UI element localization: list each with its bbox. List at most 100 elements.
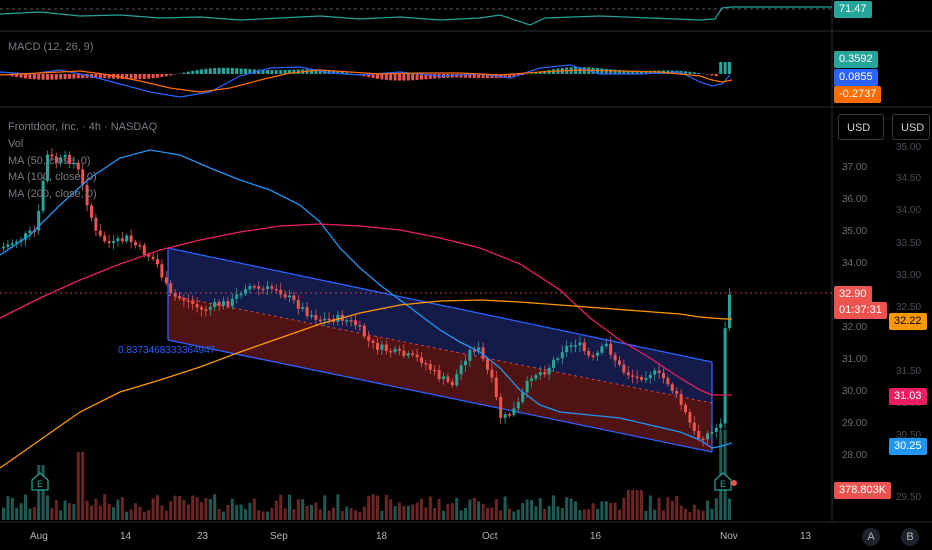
volume-bar	[314, 502, 318, 520]
candle-body	[679, 393, 683, 405]
regression-channel[interactable]	[167, 247, 713, 453]
candle-body	[578, 342, 582, 346]
time-tick: 13	[800, 531, 812, 542]
bar-countdown: 01:37:31	[834, 302, 887, 319]
log-scale-button[interactable]: B	[901, 528, 919, 546]
candle-body	[107, 241, 111, 244]
macd-legend: MACD (12, 26, 9)	[8, 41, 94, 53]
candle-body	[450, 381, 454, 386]
macd-histogram-bar	[371, 74, 375, 79]
volume-bar	[604, 501, 608, 520]
volume-bar	[81, 452, 85, 520]
volume-bar	[156, 495, 159, 520]
volume-bar	[393, 506, 397, 520]
macd-histogram-bar	[613, 69, 617, 74]
volume-bar	[666, 497, 670, 520]
macd-histogram-bar	[288, 69, 291, 74]
macd-histogram-bar	[142, 74, 146, 79]
macd-histogram-bar	[622, 70, 626, 74]
volume-bar	[424, 507, 428, 520]
macd-histogram-bar	[72, 74, 76, 79]
volume-bar	[578, 509, 582, 520]
price-tick-secondary: 30.50	[896, 430, 922, 441]
candle-body	[670, 384, 674, 392]
volume-bar	[499, 510, 503, 520]
volume-bar	[235, 504, 239, 520]
macd-histogram-bar	[50, 74, 54, 80]
candle-body	[314, 315, 318, 320]
macd-histogram-bar	[609, 69, 613, 74]
ma200-legend[interactable]: MA (200, close, 0)	[8, 188, 97, 200]
volume-bar	[552, 495, 555, 520]
macd-signal-line	[0, 69, 733, 93]
volume-bar	[292, 509, 296, 520]
candle-body	[226, 301, 230, 307]
volume-bar	[490, 507, 494, 520]
volume-bar	[653, 509, 657, 520]
candle-body	[455, 374, 459, 386]
currency-select-secondary[interactable]: USD	[892, 114, 930, 140]
candle-body	[6, 244, 10, 247]
volume-bar	[213, 494, 217, 520]
candle-body	[719, 423, 723, 428]
volume-bar	[362, 506, 366, 520]
candle-body	[244, 289, 247, 294]
candle-body	[98, 230, 102, 236]
ma100-legend[interactable]: MA (100, close, 0)	[8, 171, 97, 183]
candle-body	[525, 380, 529, 393]
candle-body	[534, 375, 538, 379]
candle-body	[257, 286, 261, 289]
macd-histogram-bar	[486, 74, 489, 79]
volume-bar	[266, 511, 269, 520]
candle-body	[653, 370, 657, 375]
candle-body	[503, 414, 507, 418]
macd-histogram-bar	[530, 73, 533, 74]
macd-histogram-bar	[226, 67, 230, 74]
earnings-icon[interactable]: E	[31, 472, 49, 491]
candle-body	[530, 378, 533, 381]
time-tick: 23	[197, 531, 209, 542]
vol-legend[interactable]: Vol	[8, 138, 24, 150]
candle-body	[618, 360, 621, 365]
macd-histogram-bar	[107, 74, 111, 79]
symbol-title[interactable]: Frontdoor, Inc. · 4h · NASDAQ	[8, 121, 158, 133]
volume-bar	[701, 510, 705, 520]
auto-scale-button[interactable]: A	[862, 528, 880, 546]
macd-histogram-bar	[169, 74, 173, 76]
candle-body	[37, 210, 41, 231]
volume-bar	[37, 465, 41, 520]
volume-bar	[349, 508, 353, 520]
volume-bar	[376, 495, 379, 520]
earnings-icon[interactable]: E	[714, 472, 732, 491]
price-tick-secondary: 33.50	[896, 238, 922, 249]
macd-histogram-bar	[345, 72, 349, 74]
svg-text:E: E	[37, 479, 43, 489]
ma50-legend[interactable]: MA (50, close, 0)	[8, 155, 91, 167]
macd-histogram-bar	[279, 70, 283, 74]
volume-bar	[591, 503, 595, 520]
candle-body	[437, 370, 441, 379]
candle-body	[151, 256, 155, 260]
candle-body	[90, 205, 93, 218]
macd-histogram-bar	[626, 70, 630, 74]
volume-bar	[530, 500, 533, 520]
volume-bar	[464, 507, 467, 520]
volume-bar	[371, 494, 375, 520]
candle-body	[574, 345, 577, 347]
macd-histogram-bar	[195, 70, 199, 74]
volume-bar	[10, 497, 14, 520]
currency-select[interactable]: USD	[838, 114, 884, 140]
volume-bar	[204, 497, 208, 520]
macd-histogram-bar	[10, 74, 14, 77]
macd-histogram-bar	[28, 74, 32, 79]
macd-histogram-bar	[389, 74, 393, 81]
macd-histogram-bar	[420, 74, 423, 80]
candle-body	[274, 288, 278, 291]
volume-bar	[512, 511, 516, 520]
volume-bar	[508, 508, 511, 520]
volume-bar	[543, 508, 547, 520]
ma50-line	[0, 149, 733, 449]
candle-body	[591, 355, 595, 358]
price-tick-secondary: 34.00	[896, 205, 922, 216]
